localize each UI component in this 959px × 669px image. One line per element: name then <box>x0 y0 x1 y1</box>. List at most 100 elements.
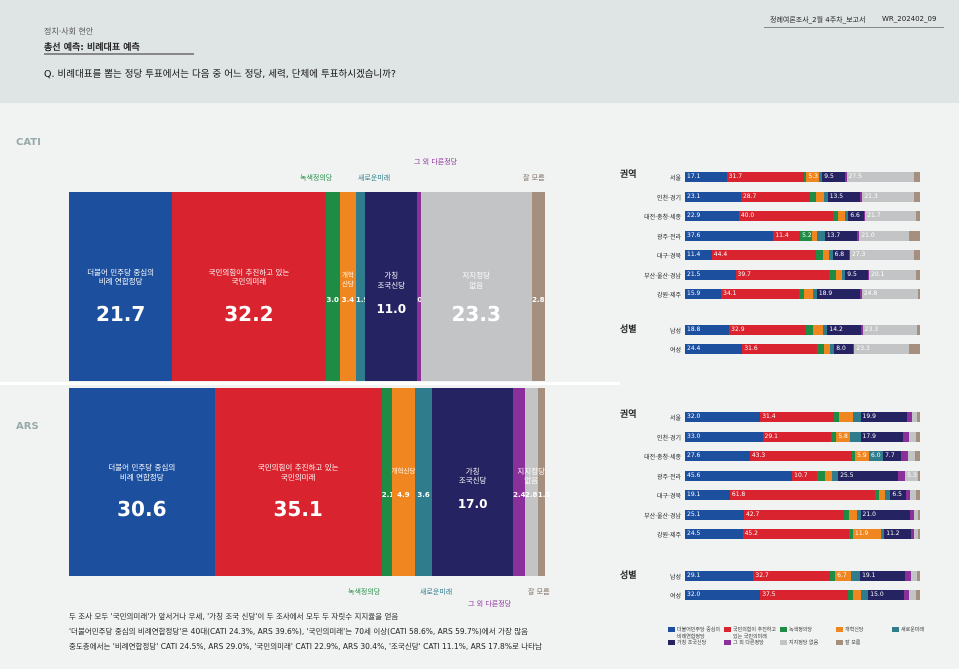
cati-row-seg-dk <box>908 230 920 241</box>
cati-row-seg-newfuture <box>823 191 828 202</box>
ars-row-seg-reform: 11.9 <box>853 529 881 539</box>
report-code: WR_202402_09 <box>882 15 937 23</box>
cati-name-none: 지지정당 없음 <box>462 271 490 290</box>
cati-bar-newfuture <box>356 192 366 381</box>
ars-row-seg-other <box>902 431 909 442</box>
cati-name-reform: 개혁 신당 <box>341 271 354 288</box>
ars-row-seg-reform <box>849 509 857 520</box>
cati-row-seg-other <box>845 172 847 182</box>
ars-row-seg-newfuture <box>852 412 861 422</box>
cati-label-green: 녹색정의당 <box>300 174 333 182</box>
header-rule <box>764 27 944 28</box>
ars-row-seg-cho: 19.9 <box>860 412 908 422</box>
cati-bar-other <box>417 192 421 381</box>
cati-row-seg-democratic: 15.9 <box>685 289 722 299</box>
ars-row-seg-cho: 11.2 <box>884 529 911 539</box>
cati-row-seg-dk <box>913 191 920 202</box>
cati-row-seg-newfuture <box>812 289 817 299</box>
ars-row-seg-dk <box>915 451 920 461</box>
legend-label-none: 지지정당 없음 <box>789 640 819 646</box>
ars-label: ARS <box>16 421 39 432</box>
legend-label-reform: 개혁신당 <box>845 627 864 633</box>
ars-name-reform: 개혁신당 <box>391 466 416 475</box>
cati-value-ppp: 32.2 <box>224 301 274 326</box>
ars-row-seg-none: 5.3 <box>905 470 918 481</box>
ars-row-seg-newfuture <box>885 490 891 500</box>
ars-row-seg-ppp: 32.7 <box>753 570 831 581</box>
ars-bar-none <box>524 388 538 576</box>
cati-label-dk: 잘 모름 <box>523 174 545 182</box>
ars-row-seg-other <box>901 451 908 461</box>
cati-row-seg-newfuture <box>842 269 846 280</box>
ars-row-seg-other <box>907 412 913 422</box>
ars-name-democratic: 더불어 민주당 중심의 비례 연합정당 <box>108 463 176 482</box>
cati-row-seg-newfuture <box>822 324 828 335</box>
legend-swatch-ppp <box>724 627 731 632</box>
legend-label-other: 그 외 다른정당 <box>733 640 764 646</box>
ars-row-seg-none <box>907 451 916 461</box>
ars-name-ppp: 국민의힘이 추진하고 있는 국민의미래 <box>257 463 339 482</box>
ars-row-seg-green <box>848 529 853 539</box>
cati-value-none: 23.3 <box>451 301 501 326</box>
ars-row-seg-democratic: 25.1 <box>685 509 744 520</box>
ars-row-seg-green <box>817 470 826 481</box>
ars-row-seg-reform: 5.9 <box>855 451 869 461</box>
ars-bar-reform <box>391 388 416 576</box>
ars-bar-newfuture <box>415 388 433 576</box>
cati-row-seg-democratic: 17.1 <box>685 172 727 182</box>
ars-row-seg-none <box>910 570 917 581</box>
ars-row-seg-green <box>830 431 837 442</box>
cati-name-ppp: 국민의힘이 추진하고 있는 국민의미래 <box>208 267 290 286</box>
ars-row-seg-democratic: 32.0 <box>685 590 761 600</box>
ars-row-seg-democratic: 19.1 <box>685 490 730 500</box>
ars-row-seg-ppp: 42.7 <box>743 509 845 520</box>
cati-row-seg-green <box>810 191 817 202</box>
ars-row-seg-newfuture: 6.0 <box>869 451 884 461</box>
cati-row-seg-democratic: 37.6 <box>685 230 774 241</box>
ars-row-seg-dk <box>917 529 920 539</box>
cati-bar-green <box>325 192 340 381</box>
ars-row-seg-ppp: 61.8 <box>729 490 876 500</box>
ars-row-label: 여성 <box>669 593 681 600</box>
ars-value-other: 2.4 <box>513 491 526 500</box>
ars-row-seg-dk <box>916 590 920 600</box>
cati-row-seg-dk <box>916 269 920 280</box>
ars-row-seg-none <box>908 431 916 442</box>
ars-row-seg-green <box>851 451 856 461</box>
legend-swatch-newfuture <box>892 627 899 632</box>
ars-row-seg-cho: 17.9 <box>860 431 903 442</box>
ars-row-seg-democratic: 32.0 <box>685 412 761 422</box>
cati-row-seg-democratic: 23.1 <box>685 191 741 202</box>
cati-breakdown: 권역 서울 17.1 31.7 5.3 9.5 27.5 인천·경기 23.1 28.7 13.5 2… <box>620 165 940 365</box>
ars-row-seg-democratic: 27.6 <box>685 451 750 461</box>
cati-row-seg-newfuture <box>829 344 835 354</box>
cati-row-seg-dk <box>909 344 920 354</box>
ars-row-seg-newfuture <box>850 570 861 581</box>
cati-row-seg-cho: 13.7 <box>824 230 857 241</box>
ars-value-dk: 1.5 <box>537 491 551 500</box>
cati-row-seg-ppp: 31.7 <box>726 172 804 182</box>
ars-bar-other <box>513 388 525 576</box>
cati-label-other: 그 외 다른정당 <box>414 158 458 166</box>
ars-row-seg-newfuture <box>856 509 861 520</box>
ars-bar-democratic <box>69 388 215 576</box>
ars-gender-title: 성별 <box>620 570 637 581</box>
cati-row-seg-other <box>860 191 863 202</box>
cati-row-seg-other <box>863 211 866 221</box>
cati-bar-none <box>420 192 532 381</box>
cati-value-dk: 2.8 <box>532 295 545 304</box>
cati-row-seg-ppp: 40.0 <box>738 211 833 221</box>
ars-row-seg-reform <box>853 590 861 600</box>
ars-row-seg-democratic: 24.5 <box>685 529 743 539</box>
cati-row-seg-reform <box>823 250 830 260</box>
ars-row-seg-dk <box>917 412 920 422</box>
ars-row-label: 남성 <box>669 573 681 581</box>
cati-row-seg-none: 21.7 <box>865 211 917 221</box>
report-name: 정례여론조사_2월 4주차_보고서 <box>770 16 866 24</box>
ars-row-seg-other <box>905 490 911 500</box>
ars-row-label: 서울 <box>669 415 681 422</box>
legend-label-cho: 가칭 조국신당 <box>677 640 707 646</box>
legend-swatch-green <box>780 627 787 632</box>
cati-row-seg-none: 24.8 <box>861 289 919 299</box>
ars-label-other: 그 외 다른정당 <box>468 600 512 608</box>
